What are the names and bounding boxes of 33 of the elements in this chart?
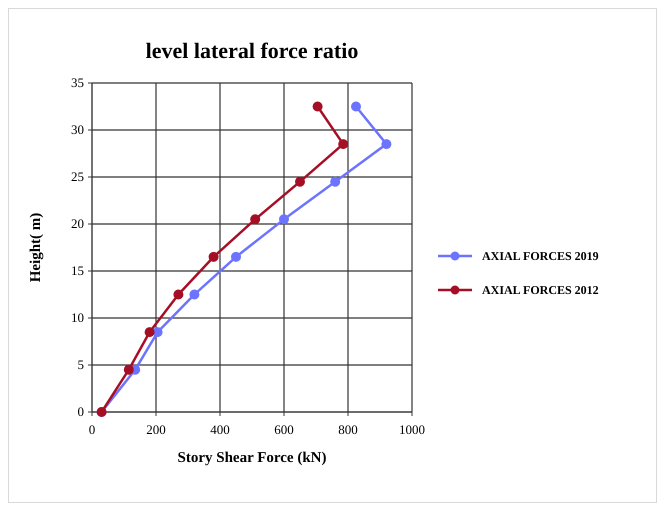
y-tick-label: 25 [71, 169, 84, 184]
legend-label: AXIAL FORCES 2019 [482, 249, 599, 263]
y-tick-label: 15 [71, 263, 84, 278]
point [295, 176, 305, 187]
x-tick-label: 0 [88, 422, 96, 437]
y-tick-label: 5 [78, 357, 84, 372]
y-tick-label: 30 [71, 122, 84, 137]
y-axis-title: Height( m) [28, 212, 44, 282]
point [381, 139, 392, 150]
y-tick-label: 20 [71, 216, 84, 231]
point [351, 102, 361, 112]
point [338, 139, 348, 150]
y-tick-label: 35 [71, 75, 84, 90]
point [208, 252, 219, 262]
y-tick-label: 10 [71, 310, 84, 325]
y-tick-label: 0 [78, 404, 84, 419]
point [189, 290, 200, 300]
chart-title: level lateral force ratio [146, 38, 358, 63]
point [144, 327, 155, 338]
point [124, 364, 134, 375]
x-tick-label: 200 [146, 422, 166, 437]
point [330, 176, 340, 187]
point [279, 214, 289, 224]
legend-label: AXIAL FORCES 2012 [482, 283, 599, 297]
point [250, 214, 260, 224]
x-axis-title: Story Shear Force (kN) [177, 450, 327, 466]
x-tick-label: 600 [274, 422, 294, 437]
point [173, 290, 184, 300]
point [231, 252, 241, 262]
x-tick-label: 800 [338, 422, 358, 437]
x-tick-label: 400 [210, 422, 230, 437]
point [312, 102, 323, 112]
x-tick-label: 1000 [399, 422, 425, 437]
